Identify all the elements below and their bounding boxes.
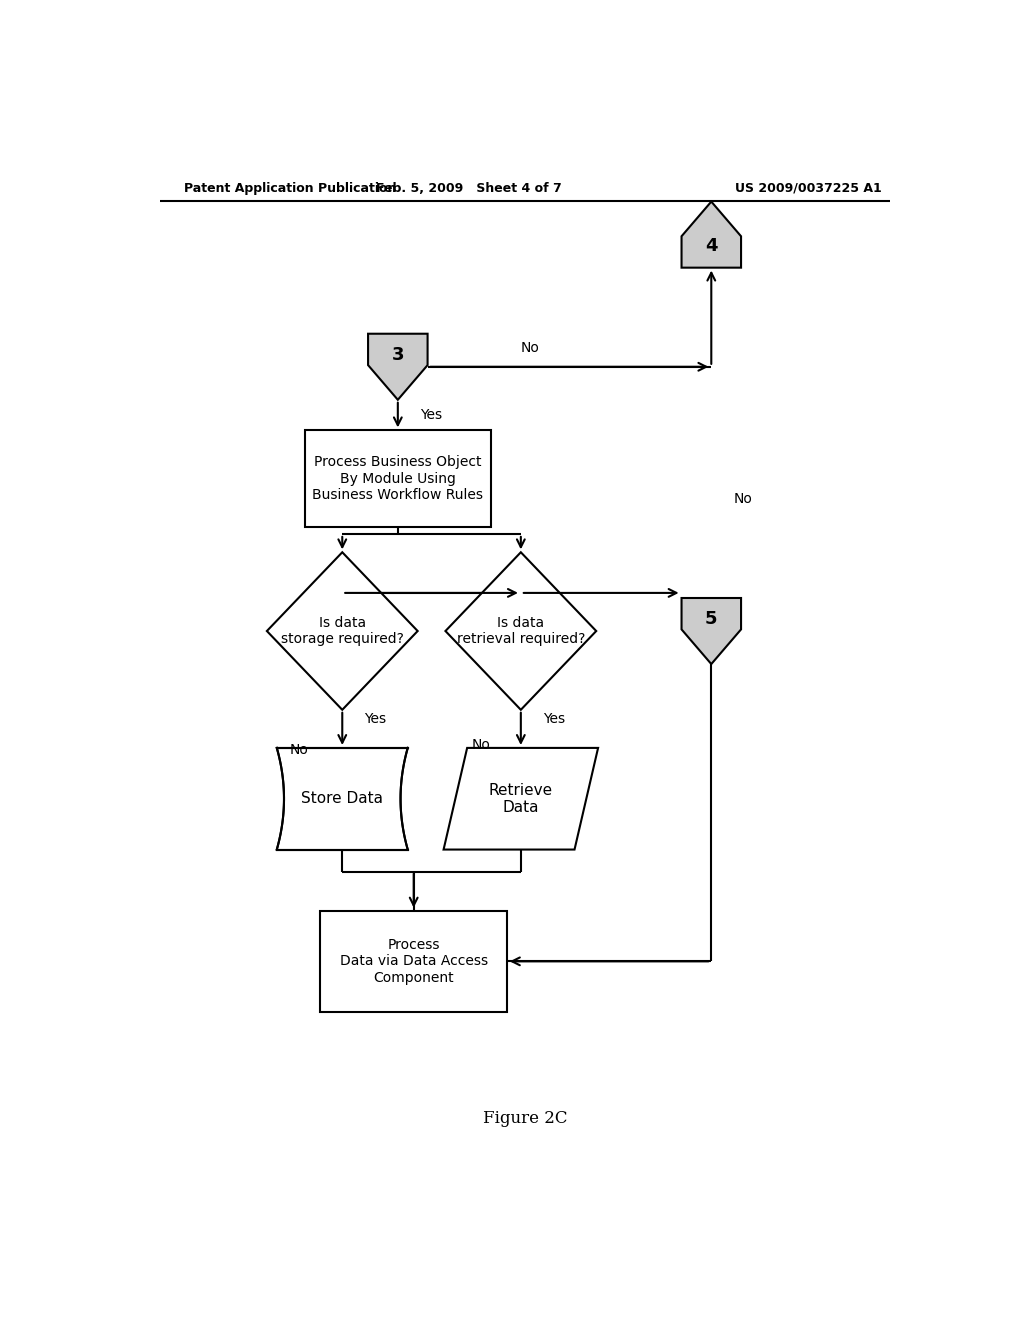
Bar bbox=[304, 430, 492, 527]
Text: Retrieve
Data: Retrieve Data bbox=[488, 783, 553, 814]
Text: Yes: Yes bbox=[543, 711, 565, 726]
Text: No: No bbox=[289, 743, 308, 758]
Text: 5: 5 bbox=[706, 610, 718, 628]
Text: 3: 3 bbox=[391, 346, 404, 364]
Text: Store Data: Store Data bbox=[301, 791, 383, 807]
Text: Is data
retrieval required?: Is data retrieval required? bbox=[457, 616, 585, 645]
Text: Patent Application Publication: Patent Application Publication bbox=[183, 182, 396, 195]
Bar bbox=[276, 748, 408, 850]
Polygon shape bbox=[267, 552, 418, 710]
Text: No: No bbox=[733, 492, 753, 506]
Polygon shape bbox=[682, 202, 741, 268]
Text: 4: 4 bbox=[706, 238, 718, 255]
Text: US 2009/0037225 A1: US 2009/0037225 A1 bbox=[735, 182, 882, 195]
Polygon shape bbox=[445, 552, 596, 710]
Polygon shape bbox=[443, 748, 598, 850]
Bar bbox=[321, 911, 507, 1012]
Text: Process Business Object
By Module Using
Business Workflow Rules: Process Business Object By Module Using … bbox=[312, 455, 483, 502]
Polygon shape bbox=[368, 334, 428, 400]
Text: No: No bbox=[472, 738, 490, 752]
Polygon shape bbox=[682, 598, 741, 664]
Text: Yes: Yes bbox=[420, 408, 442, 422]
Text: No: No bbox=[520, 342, 540, 355]
Text: Is data
storage required?: Is data storage required? bbox=[281, 616, 403, 645]
Text: Process
Data via Data Access
Component: Process Data via Data Access Component bbox=[340, 939, 487, 985]
Text: Yes: Yes bbox=[365, 711, 387, 726]
Text: Feb. 5, 2009   Sheet 4 of 7: Feb. 5, 2009 Sheet 4 of 7 bbox=[377, 182, 562, 195]
Text: Figure 2C: Figure 2C bbox=[482, 1110, 567, 1127]
